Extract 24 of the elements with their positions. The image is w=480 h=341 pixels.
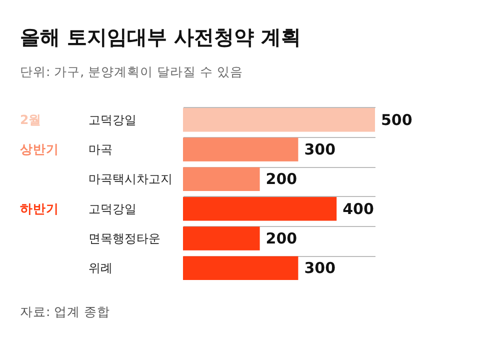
text: 상반기 xyxy=(20,142,59,156)
data-label: 300 xyxy=(304,259,336,278)
text: 자료: 업계 종합 xyxy=(20,304,110,321)
bar xyxy=(183,256,298,280)
bar xyxy=(183,226,260,250)
data-label: 200 xyxy=(266,230,298,248)
bar xyxy=(183,138,298,162)
data-label: 300 xyxy=(304,140,336,158)
y-tick-label: 위례 xyxy=(88,261,112,276)
y-tick-label: 마곡 xyxy=(88,142,112,156)
y-tick-label: 고덕강일 xyxy=(88,202,136,216)
y-tick-label: 면목행정타운 xyxy=(88,232,160,246)
text: 하반기 xyxy=(20,200,59,216)
bar xyxy=(183,167,260,192)
data-label: 200 xyxy=(266,170,298,188)
data-label: 500 xyxy=(381,110,412,129)
data-label: 400 xyxy=(342,200,374,218)
y-tick-label: 마곡택시차고지 xyxy=(88,172,172,186)
text: 2월 xyxy=(20,112,42,127)
chart-title: 올해 토지임대부 사전청약 계획 xyxy=(20,24,301,51)
y-tick-label: 고덕강일 xyxy=(88,112,136,127)
bar xyxy=(183,108,375,132)
bar xyxy=(183,196,337,221)
chart-subtitle: 단위: 가구, 분양계획이 달라질 수 있음 xyxy=(20,64,244,81)
